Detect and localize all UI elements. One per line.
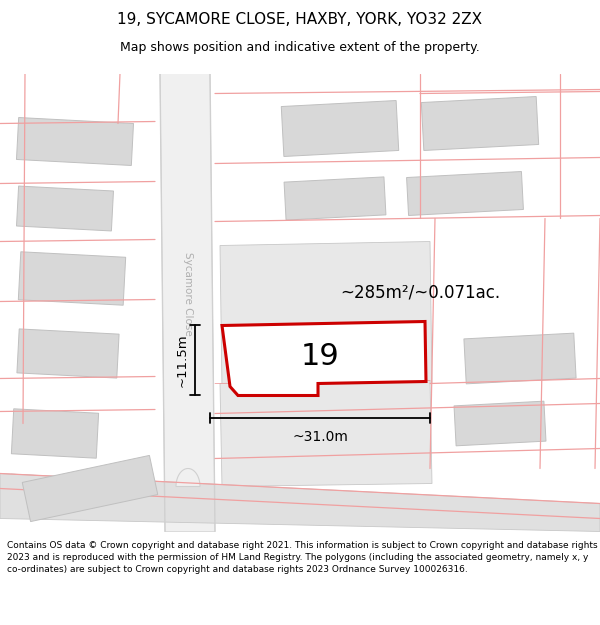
Polygon shape — [222, 321, 426, 396]
Polygon shape — [421, 96, 539, 151]
Text: ~31.0m: ~31.0m — [292, 431, 348, 444]
Polygon shape — [17, 186, 113, 231]
Polygon shape — [454, 401, 546, 446]
Polygon shape — [160, 74, 215, 531]
Polygon shape — [22, 456, 158, 522]
Polygon shape — [11, 409, 98, 458]
Polygon shape — [17, 329, 119, 378]
Text: Contains OS data © Crown copyright and database right 2021. This information is : Contains OS data © Crown copyright and d… — [7, 541, 598, 574]
Polygon shape — [16, 118, 134, 166]
Text: 19: 19 — [301, 342, 340, 371]
Text: ~11.5m: ~11.5m — [176, 334, 189, 388]
Polygon shape — [464, 333, 576, 384]
Text: Sycamore Close: Sycamore Close — [183, 252, 193, 336]
Text: 19, SYCAMORE CLOSE, HAXBY, YORK, YO32 2ZX: 19, SYCAMORE CLOSE, HAXBY, YORK, YO32 2Z… — [118, 12, 482, 27]
Polygon shape — [220, 381, 432, 486]
Polygon shape — [407, 171, 523, 216]
Polygon shape — [9, 474, 81, 512]
Polygon shape — [284, 177, 386, 220]
Polygon shape — [0, 474, 600, 531]
Text: ~285m²/~0.071ac.: ~285m²/~0.071ac. — [340, 284, 500, 301]
Polygon shape — [19, 252, 125, 305]
Text: Map shows position and indicative extent of the property.: Map shows position and indicative extent… — [120, 41, 480, 54]
Polygon shape — [281, 101, 399, 156]
Polygon shape — [176, 469, 200, 486]
Polygon shape — [220, 241, 432, 388]
